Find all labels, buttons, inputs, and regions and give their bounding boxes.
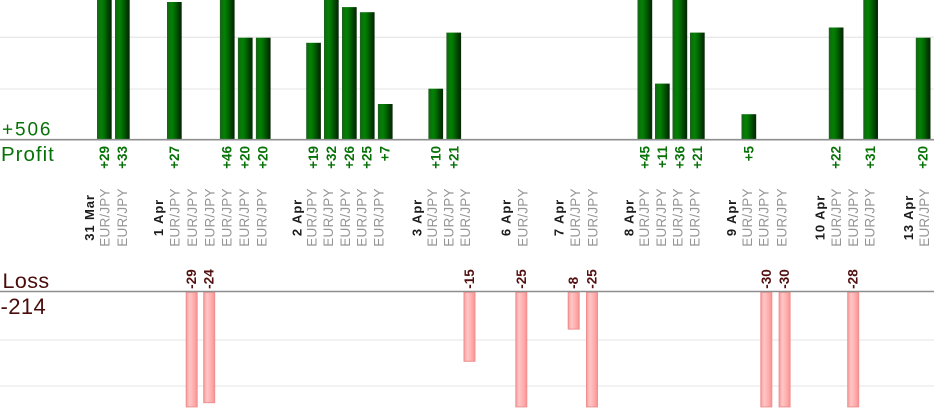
svg-text:3 Apr: 3 Apr <box>409 199 424 236</box>
svg-text:31 Mar: 31 Mar <box>82 194 97 241</box>
svg-text:EUR/JPY: EUR/JPY <box>458 188 473 246</box>
svg-text:-25: -25 <box>514 269 529 289</box>
svg-text:EUR/JPY: EUR/JPY <box>757 188 772 246</box>
svg-text:+21: +21 <box>690 146 705 169</box>
svg-text:EUR/JPY: EUR/JPY <box>355 188 370 246</box>
svg-text:Profit: Profit <box>1 143 55 166</box>
svg-text:-214: -214 <box>1 294 47 319</box>
svg-text:+31: +31 <box>863 146 878 169</box>
svg-text:7 Apr: 7 Apr <box>551 199 566 236</box>
svg-text:-30: -30 <box>777 269 792 289</box>
svg-text:+36: +36 <box>672 146 687 169</box>
svg-text:1 Apr: 1 Apr <box>151 199 166 236</box>
svg-text:EUR/JPY: EUR/JPY <box>775 188 790 246</box>
svg-text:EUR/JPY: EUR/JPY <box>515 188 530 246</box>
svg-text:EUR/JPY: EUR/JPY <box>846 188 861 246</box>
svg-text:EUR/JPY: EUR/JPY <box>637 188 652 246</box>
svg-text:EUR/JPY: EUR/JPY <box>338 188 353 246</box>
svg-text:-24: -24 <box>202 269 217 289</box>
svg-text:-8: -8 <box>566 276 581 288</box>
svg-text:-25: -25 <box>585 269 600 289</box>
svg-text:EUR/JPY: EUR/JPY <box>115 188 130 246</box>
svg-text:+5: +5 <box>741 146 756 162</box>
svg-text:EUR/JPY: EUR/JPY <box>97 188 112 246</box>
svg-text:2 Apr: 2 Apr <box>289 199 304 236</box>
svg-text:+7: +7 <box>378 146 393 161</box>
svg-text:EUR/JPY: EUR/JPY <box>185 188 200 246</box>
svg-text:EUR/JPY: EUR/JPY <box>568 188 583 246</box>
svg-text:10 Apr: 10 Apr <box>813 195 828 240</box>
svg-text:+20: +20 <box>256 146 271 169</box>
svg-text:EUR/JPY: EUR/JPY <box>425 188 440 246</box>
svg-text:+506: +506 <box>2 120 52 141</box>
svg-text:+45: +45 <box>637 146 652 169</box>
svg-text:+33: +33 <box>115 146 130 169</box>
svg-text:EUR/JPY: EUR/JPY <box>671 188 686 246</box>
svg-text:+10: +10 <box>428 146 443 169</box>
svg-text:EUR/JPY: EUR/JPY <box>863 188 878 246</box>
svg-text:-28: -28 <box>846 269 861 289</box>
svg-text:-30: -30 <box>759 269 774 289</box>
svg-text:EUR/JPY: EUR/JPY <box>829 188 844 246</box>
svg-text:+26: +26 <box>342 146 357 169</box>
svg-text:+27: +27 <box>167 146 182 169</box>
svg-text:EUR/JPY: EUR/JPY <box>202 188 217 246</box>
svg-text:EUR/JPY: EUR/JPY <box>586 188 601 246</box>
svg-text:Loss: Loss <box>3 269 50 293</box>
svg-text:+11: +11 <box>655 146 670 169</box>
svg-text:6 Apr: 6 Apr <box>499 199 514 236</box>
svg-text:+46: +46 <box>220 146 235 169</box>
svg-text:EUR/JPY: EUR/JPY <box>254 188 269 246</box>
svg-text:EUR/JPY: EUR/JPY <box>220 188 235 246</box>
svg-text:+21: +21 <box>446 146 461 169</box>
svg-text:-15: -15 <box>462 269 477 289</box>
svg-text:EUR/JPY: EUR/JPY <box>321 188 336 246</box>
svg-text:+20: +20 <box>916 146 931 169</box>
svg-text:+32: +32 <box>324 146 339 169</box>
svg-text:EUR/JPY: EUR/JPY <box>237 188 252 246</box>
svg-text:EUR/JPY: EUR/JPY <box>372 188 387 246</box>
svg-text:EUR/JPY: EUR/JPY <box>740 188 755 246</box>
svg-text:EUR/JPY: EUR/JPY <box>168 188 183 246</box>
svg-text:+19: +19 <box>306 146 321 169</box>
svg-text:EUR/JPY: EUR/JPY <box>441 188 456 246</box>
svg-text:-29: -29 <box>184 269 199 289</box>
svg-text:+20: +20 <box>238 146 253 169</box>
svg-text:EUR/JPY: EUR/JPY <box>688 188 703 246</box>
svg-text:8 Apr: 8 Apr <box>621 199 636 236</box>
svg-text:EUR/JPY: EUR/JPY <box>917 188 932 246</box>
svg-text:9 Apr: 9 Apr <box>724 199 739 236</box>
svg-text:+25: +25 <box>360 146 375 169</box>
svg-text:EUR/JPY: EUR/JPY <box>654 188 669 246</box>
svg-text:+22: +22 <box>829 146 844 169</box>
svg-text:+29: +29 <box>97 146 112 169</box>
svg-text:13 Apr: 13 Apr <box>901 195 916 240</box>
svg-text:EUR/JPY: EUR/JPY <box>304 188 319 246</box>
